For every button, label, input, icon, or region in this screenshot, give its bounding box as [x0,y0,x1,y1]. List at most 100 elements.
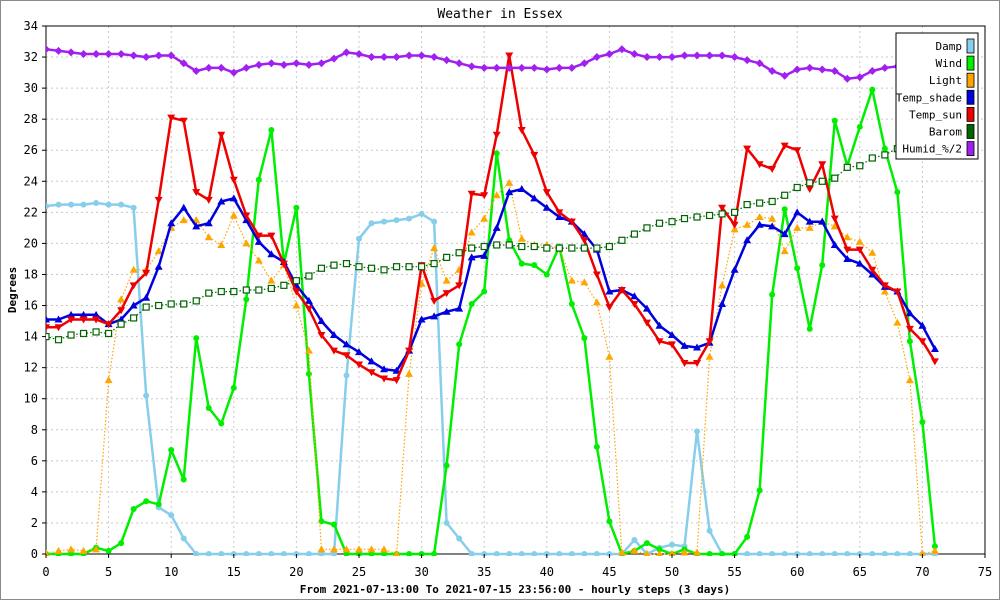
data-point [67,545,76,553]
data-point [643,540,650,547]
data-point [505,52,514,60]
x-tick-label: 50 [665,565,679,579]
data-point [506,551,513,556]
data-point [668,218,676,226]
legend-swatch [966,55,975,71]
data-point [130,505,137,512]
data-point [229,68,238,77]
data-point [705,338,714,346]
data-point [605,49,614,58]
data-point [593,443,600,450]
x-axis-label: From 2021-07-13:00 To 2021-07-15 23:56:0… [300,583,730,596]
data-point [693,548,702,556]
x-tick-label: 10 [164,565,178,579]
data-point [693,51,702,60]
data-point [154,51,163,60]
data-point [455,304,464,312]
legend-swatch [966,89,975,105]
data-point [243,551,250,556]
data-point [793,223,802,231]
data-point [192,189,201,197]
data-point [54,546,63,554]
data-point [568,244,576,252]
series-line-barom [46,148,898,341]
data-point [129,265,138,273]
data-point [781,206,788,213]
data-point [230,384,237,391]
data-point [481,551,488,556]
data-point [117,49,126,58]
data-point [694,428,701,435]
data-point [368,220,375,227]
data-point [254,237,263,245]
data-point [418,551,425,556]
data-point [193,551,200,556]
data-point [467,62,476,71]
data-point [392,377,401,385]
data-point [680,51,689,60]
data-point [680,548,689,556]
legend-swatch [966,141,975,157]
data-point [254,60,263,69]
data-point [705,51,714,60]
data-point [805,223,814,231]
y-tick-label: 34 [24,19,38,33]
data-point [431,551,438,556]
data-point [793,208,802,216]
data-point [855,259,864,267]
x-tick-label: 15 [227,565,241,579]
data-point [342,340,351,348]
data-point [343,372,350,379]
data-point [580,59,589,68]
x-tick-label: 55 [727,565,741,579]
data-point [481,288,488,295]
data-point [104,49,113,58]
data-point [455,59,464,68]
data-point [530,63,539,72]
data-point [781,191,789,199]
data-point [467,190,476,198]
data-point [480,242,488,251]
data-point [392,263,401,271]
data-point [793,183,801,192]
data-point [755,161,764,169]
data-point [155,301,163,310]
data-point [805,186,814,194]
data-point [806,179,814,187]
data-point [304,305,313,313]
data-point [342,48,351,57]
data-point [780,142,789,150]
series-temp-sun [46,52,939,385]
data-point [606,518,613,525]
data-point [555,209,564,217]
data-point [480,63,489,72]
data-point [656,546,663,553]
data-point [79,329,88,338]
data-point [543,271,550,278]
data-point [555,63,564,72]
data-point [180,300,188,308]
data-point [568,300,575,307]
data-point [304,296,313,304]
data-point [254,256,263,264]
data-point [931,543,938,550]
data-point [517,234,526,242]
data-point [317,59,326,68]
data-point [492,63,501,72]
data-point [518,551,525,556]
data-point [179,117,188,125]
y-tick-label: 16 [24,299,38,313]
data-point [605,287,614,295]
data-point [642,53,651,62]
data-point [819,262,826,269]
data-point [218,551,225,556]
y-tick-label: 8 [31,423,38,437]
data-point [205,551,212,556]
data-point [304,60,313,69]
data-point [242,286,250,294]
data-point [417,315,426,323]
data-point [868,248,877,256]
data-point [655,321,664,329]
data-point [46,45,50,54]
data-point [142,269,151,277]
